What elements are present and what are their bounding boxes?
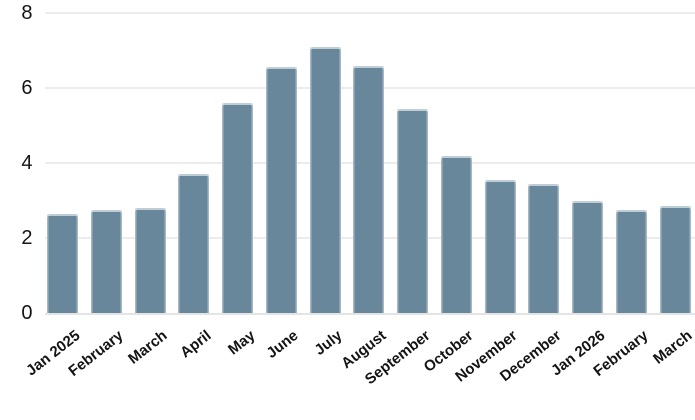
y-axis-tick-label-2: 2 xyxy=(21,227,33,249)
bar-jan-2026-12 xyxy=(572,200,603,313)
y-axis-tick-label-8: 8 xyxy=(21,2,33,24)
y-axis-tick-label-4: 4 xyxy=(21,152,33,174)
bar-august-7 xyxy=(353,65,385,313)
bar-october-9 xyxy=(440,155,472,313)
bar-february-1 xyxy=(90,209,122,313)
bar-april-3 xyxy=(178,174,210,313)
bar-may-4 xyxy=(222,103,253,313)
bar-september-8 xyxy=(397,108,428,313)
x-axis-baseline xyxy=(45,313,695,315)
bar-february-13 xyxy=(615,209,647,313)
bar-jan-2025-0 xyxy=(47,213,78,313)
gridline-y-8 xyxy=(45,12,695,14)
bar-november-10 xyxy=(484,179,516,313)
bar-march-14 xyxy=(659,206,691,313)
y-axis-tick-label-6: 6 xyxy=(21,77,33,99)
bar-december-11 xyxy=(528,183,560,313)
y-axis-tick-label-0: 0 xyxy=(21,302,33,324)
bar-june-5 xyxy=(265,67,297,313)
bar-march-2 xyxy=(134,208,166,313)
bar-july-6 xyxy=(309,46,341,313)
